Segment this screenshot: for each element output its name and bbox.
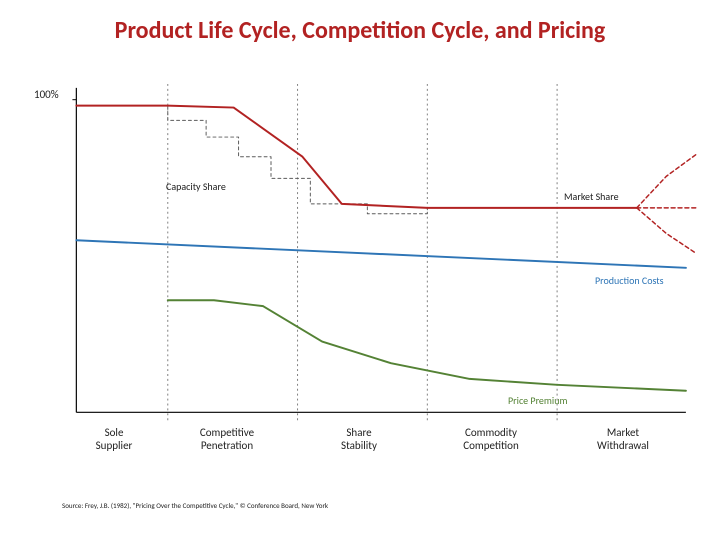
- source-citation: Source: Frey, J.B. (1982), "Pricing Over…: [62, 501, 328, 510]
- phase-label: MarketWithdrawal: [568, 426, 678, 452]
- phase-label: CompetitivePenetration: [172, 426, 282, 452]
- page-title: Product Life Cycle, Competition Cycle, a…: [40, 16, 680, 45]
- phase-label-line2: Supplier: [59, 439, 169, 452]
- phase-labels-row: SoleSupplierCompetitivePenetrationShareS…: [68, 426, 688, 466]
- production-costs-label: Production Costs: [595, 274, 664, 287]
- phase-label-line1: Sole: [59, 426, 169, 439]
- phase-label-line2: Withdrawal: [568, 439, 678, 452]
- phase-label: CommodityCompetition: [436, 426, 546, 452]
- phase-label: ShareStability: [304, 426, 414, 452]
- market-share-label: Market Share: [564, 190, 619, 203]
- lifecycle-chart: 100% Capacity Share Market Share Product…: [68, 82, 688, 412]
- y-axis-max-label: 100%: [34, 88, 59, 101]
- phase-label-line1: Commodity: [436, 426, 546, 439]
- capacity-share-label: Capacity Share: [166, 180, 226, 193]
- phase-label-line1: Share: [304, 426, 414, 439]
- phase-label-line1: Competitive: [172, 426, 282, 439]
- phase-label-line2: Penetration: [172, 439, 282, 452]
- phase-label-line2: Stability: [304, 439, 414, 452]
- phase-label-line1: Market: [568, 426, 678, 439]
- phase-label-line2: Competition: [436, 439, 546, 452]
- chart-canvas: [68, 82, 708, 432]
- price-premium-label: Price Premium: [508, 394, 567, 407]
- phase-label: SoleSupplier: [59, 426, 169, 452]
